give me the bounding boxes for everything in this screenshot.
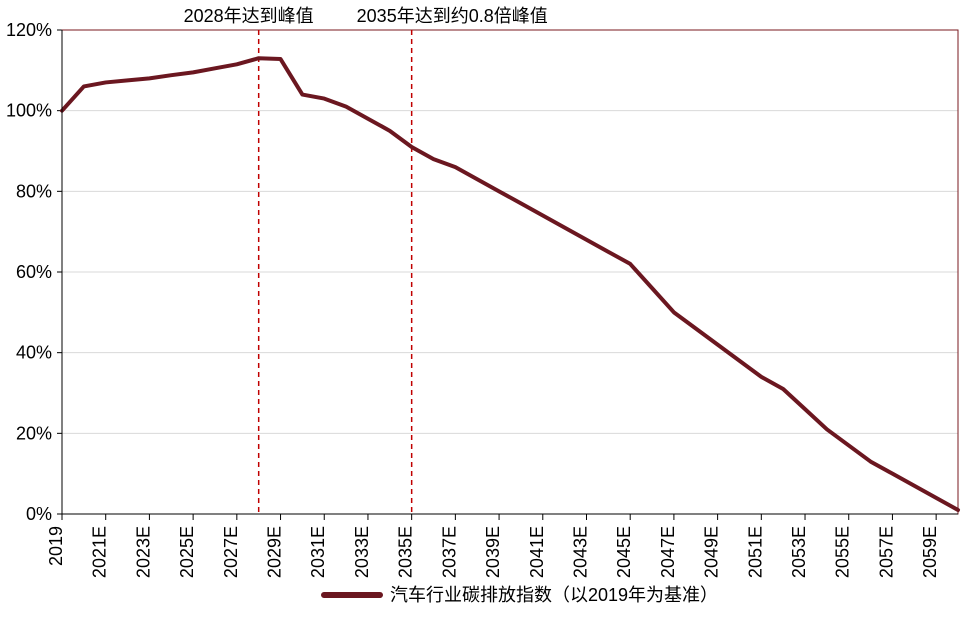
line-chart: 0% 20% 40% 60% 80% 100% 120% 2028年达到峰值 2035年达到约0… — [0, 0, 976, 619]
x-tick-label: 2055E — [833, 526, 853, 578]
x-tick-label: 2041E — [527, 526, 547, 578]
x-tick-label: 2051E — [745, 526, 765, 578]
x-tick-label: 2053E — [789, 526, 809, 578]
x-tick-label: 2023E — [133, 526, 153, 578]
x-tick-label: 2057E — [876, 526, 896, 578]
y-tick-label: 80% — [16, 181, 52, 201]
y-tick-label: 100% — [6, 101, 52, 121]
x-tick-label: 2045E — [614, 526, 634, 578]
x-tick-label: 2035E — [396, 526, 416, 578]
chart-container: 0% 20% 40% 60% 80% 100% 120% 2028年达到峰值 2035年达到约0… — [0, 0, 976, 619]
x-tick-label: 2027E — [221, 526, 241, 578]
x-tick-label: 2047E — [658, 526, 678, 578]
x-tick-label: 2049E — [702, 526, 722, 578]
x-tick-label: 2021E — [90, 526, 110, 578]
y-tick-label: 40% — [16, 343, 52, 363]
legend-label: 汽车行业碳排放指数（以2019年为基准） — [390, 585, 718, 605]
x-tick-label: 2033E — [352, 526, 372, 578]
x-tick-label: 2029E — [265, 526, 285, 578]
annotation-2035: 2035年达到约0.8倍峰值 — [357, 6, 548, 26]
x-tick-label: 2043E — [570, 526, 590, 578]
annotation-peak: 2028年达到峰值 — [184, 6, 314, 26]
y-tick-label: 0% — [26, 504, 52, 524]
y-tick-label: 120% — [6, 20, 52, 40]
x-tick-label: 2031E — [308, 526, 328, 578]
x-tick-label: 2039E — [483, 526, 503, 578]
x-tick-label: 2059E — [920, 526, 940, 578]
x-tick-label: 2025E — [177, 526, 197, 578]
y-tick-label: 60% — [16, 262, 52, 282]
y-tick-label: 20% — [16, 423, 52, 443]
x-tick-label: 2019 — [46, 526, 66, 566]
x-tick-label: 2037E — [439, 526, 459, 578]
